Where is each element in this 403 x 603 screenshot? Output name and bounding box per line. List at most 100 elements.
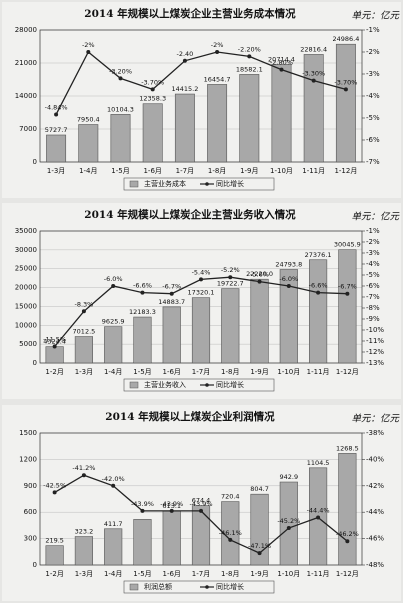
x-tick-label: 1-11月 bbox=[307, 368, 330, 376]
legend-box bbox=[123, 177, 275, 191]
line-value-label: -43.9% bbox=[190, 500, 213, 508]
line-value-label: -11.5% bbox=[43, 336, 66, 344]
line-marker bbox=[111, 483, 116, 488]
bar bbox=[174, 93, 195, 163]
x-tick-label: 1-6月 bbox=[163, 570, 181, 578]
y-tick-label: 30000 bbox=[15, 246, 37, 254]
y2-tick-label: -4% bbox=[366, 260, 380, 268]
y2-tick-label: -46% bbox=[366, 535, 384, 543]
y-tick-label: 7000 bbox=[19, 125, 37, 133]
bar-value-label: 674.4 bbox=[192, 497, 211, 505]
legend-marker bbox=[205, 182, 209, 186]
line-marker bbox=[86, 50, 91, 54]
line-marker bbox=[311, 78, 316, 83]
line-marker bbox=[54, 112, 59, 117]
bar-value-label: 24793.8 bbox=[275, 260, 302, 268]
x-tick-label: 1-10月 bbox=[277, 570, 300, 578]
bar-value-label: 24986.4 bbox=[332, 35, 359, 43]
line-marker bbox=[247, 54, 252, 59]
line-value-label: -6.7% bbox=[338, 283, 357, 291]
line-value-label: -45.2% bbox=[277, 517, 300, 525]
y2-tick-label: -7% bbox=[366, 158, 380, 166]
line-marker bbox=[316, 290, 321, 295]
bar bbox=[78, 124, 99, 163]
chart-title: 2014 年规模以上煤炭企业利润情况 bbox=[105, 410, 275, 423]
bar bbox=[162, 306, 181, 364]
bar-value-label: 411.7 bbox=[104, 520, 123, 528]
line-marker bbox=[118, 76, 123, 81]
bar bbox=[142, 103, 163, 163]
y-tick-label: 300 bbox=[24, 535, 37, 543]
line-marker bbox=[140, 508, 145, 513]
line-marker bbox=[228, 537, 233, 542]
y-tick-label: 20000 bbox=[15, 284, 37, 292]
bar bbox=[45, 346, 64, 364]
y-tick-label: 15000 bbox=[15, 302, 37, 310]
bar bbox=[250, 493, 269, 566]
x-tick-label: 1-9月 bbox=[240, 167, 258, 175]
legend-label: 同比增长 bbox=[216, 179, 244, 188]
chart: 2014 年规模以上煤炭企业利润情况 单元：亿元 0 300 600 900 1200 150… bbox=[2, 405, 401, 601]
bar bbox=[162, 510, 181, 566]
y-tick-label: 10000 bbox=[15, 321, 37, 329]
x-tick-label: 1-10月 bbox=[277, 368, 300, 376]
y2-tick-label: -2% bbox=[366, 48, 380, 56]
legend-label: 利润总额 bbox=[144, 582, 172, 591]
line-marker bbox=[169, 508, 174, 513]
line-value-label: -47.1% bbox=[248, 542, 271, 550]
y2-tick-label: -10% bbox=[366, 326, 384, 334]
y2-tick-label: -13% bbox=[366, 359, 384, 367]
line-value-label: -6.6% bbox=[309, 282, 328, 290]
line-marker bbox=[257, 551, 262, 556]
bar bbox=[338, 249, 357, 364]
line-marker bbox=[286, 526, 291, 531]
legend-swatch bbox=[129, 583, 139, 591]
line-value-label: -6.7% bbox=[162, 283, 181, 291]
y2-tick-label: -3% bbox=[366, 249, 380, 257]
bar-value-label: 5727.7 bbox=[45, 126, 68, 134]
bar-value-label: 323.2 bbox=[75, 528, 94, 536]
x-tick-label: 1-2月 bbox=[45, 368, 63, 376]
bar bbox=[207, 84, 228, 163]
legend-box bbox=[123, 378, 275, 392]
y-tick-label: 14000 bbox=[15, 92, 37, 100]
y2-tick-label: -6% bbox=[366, 136, 380, 144]
x-tick-label: 1-6月 bbox=[163, 368, 181, 376]
line-marker bbox=[81, 309, 86, 314]
legend-marker bbox=[205, 383, 209, 387]
y-tick-label: 1200 bbox=[19, 455, 37, 463]
line-marker bbox=[199, 508, 203, 513]
x-tick-label: 1-8月 bbox=[221, 368, 239, 376]
unit-label: 单元：亿元 bbox=[351, 11, 400, 22]
bar-value-label: 804.7 bbox=[250, 485, 269, 493]
line-marker bbox=[345, 291, 350, 296]
x-tick-label: 1-12月 bbox=[336, 570, 359, 578]
y-tick-label: 25000 bbox=[15, 265, 37, 273]
y2-tick-label: -3% bbox=[366, 70, 380, 78]
y2-tick-label: -1% bbox=[366, 227, 380, 235]
line-marker bbox=[182, 58, 187, 63]
line-marker bbox=[215, 50, 220, 54]
plot-frame bbox=[39, 29, 363, 163]
x-tick-label: 1-4月 bbox=[104, 570, 122, 578]
chart: 2014 年规模以上煤炭企业主营业务收入情况 单元：亿元 0 5000 10000 150… bbox=[2, 203, 401, 399]
line-marker bbox=[140, 290, 145, 295]
bar bbox=[191, 297, 211, 364]
x-tick-label: 1-11月 bbox=[302, 167, 325, 175]
x-tick-label: 1-5月 bbox=[133, 368, 151, 376]
y2-tick-label: -2% bbox=[366, 238, 380, 246]
bar-value-label: 7950.4 bbox=[77, 116, 100, 124]
legend-marker bbox=[205, 585, 209, 589]
line-value-label: -6.0% bbox=[104, 275, 123, 283]
bar-value-label: 219.5 bbox=[45, 537, 64, 545]
y2-tick-label: -9% bbox=[366, 315, 380, 323]
bar-value-label: 7012.5 bbox=[73, 328, 96, 336]
bar-value-label: 12183.3 bbox=[129, 308, 156, 316]
y2-tick-label: -38% bbox=[366, 429, 384, 437]
legend-swatch bbox=[129, 180, 139, 188]
line-value-label: -5.6% bbox=[250, 271, 269, 279]
line-value-label: -43.9% bbox=[131, 500, 154, 508]
x-tick-label: 1-9月 bbox=[250, 368, 268, 376]
bar bbox=[338, 453, 357, 566]
bar bbox=[271, 64, 292, 163]
